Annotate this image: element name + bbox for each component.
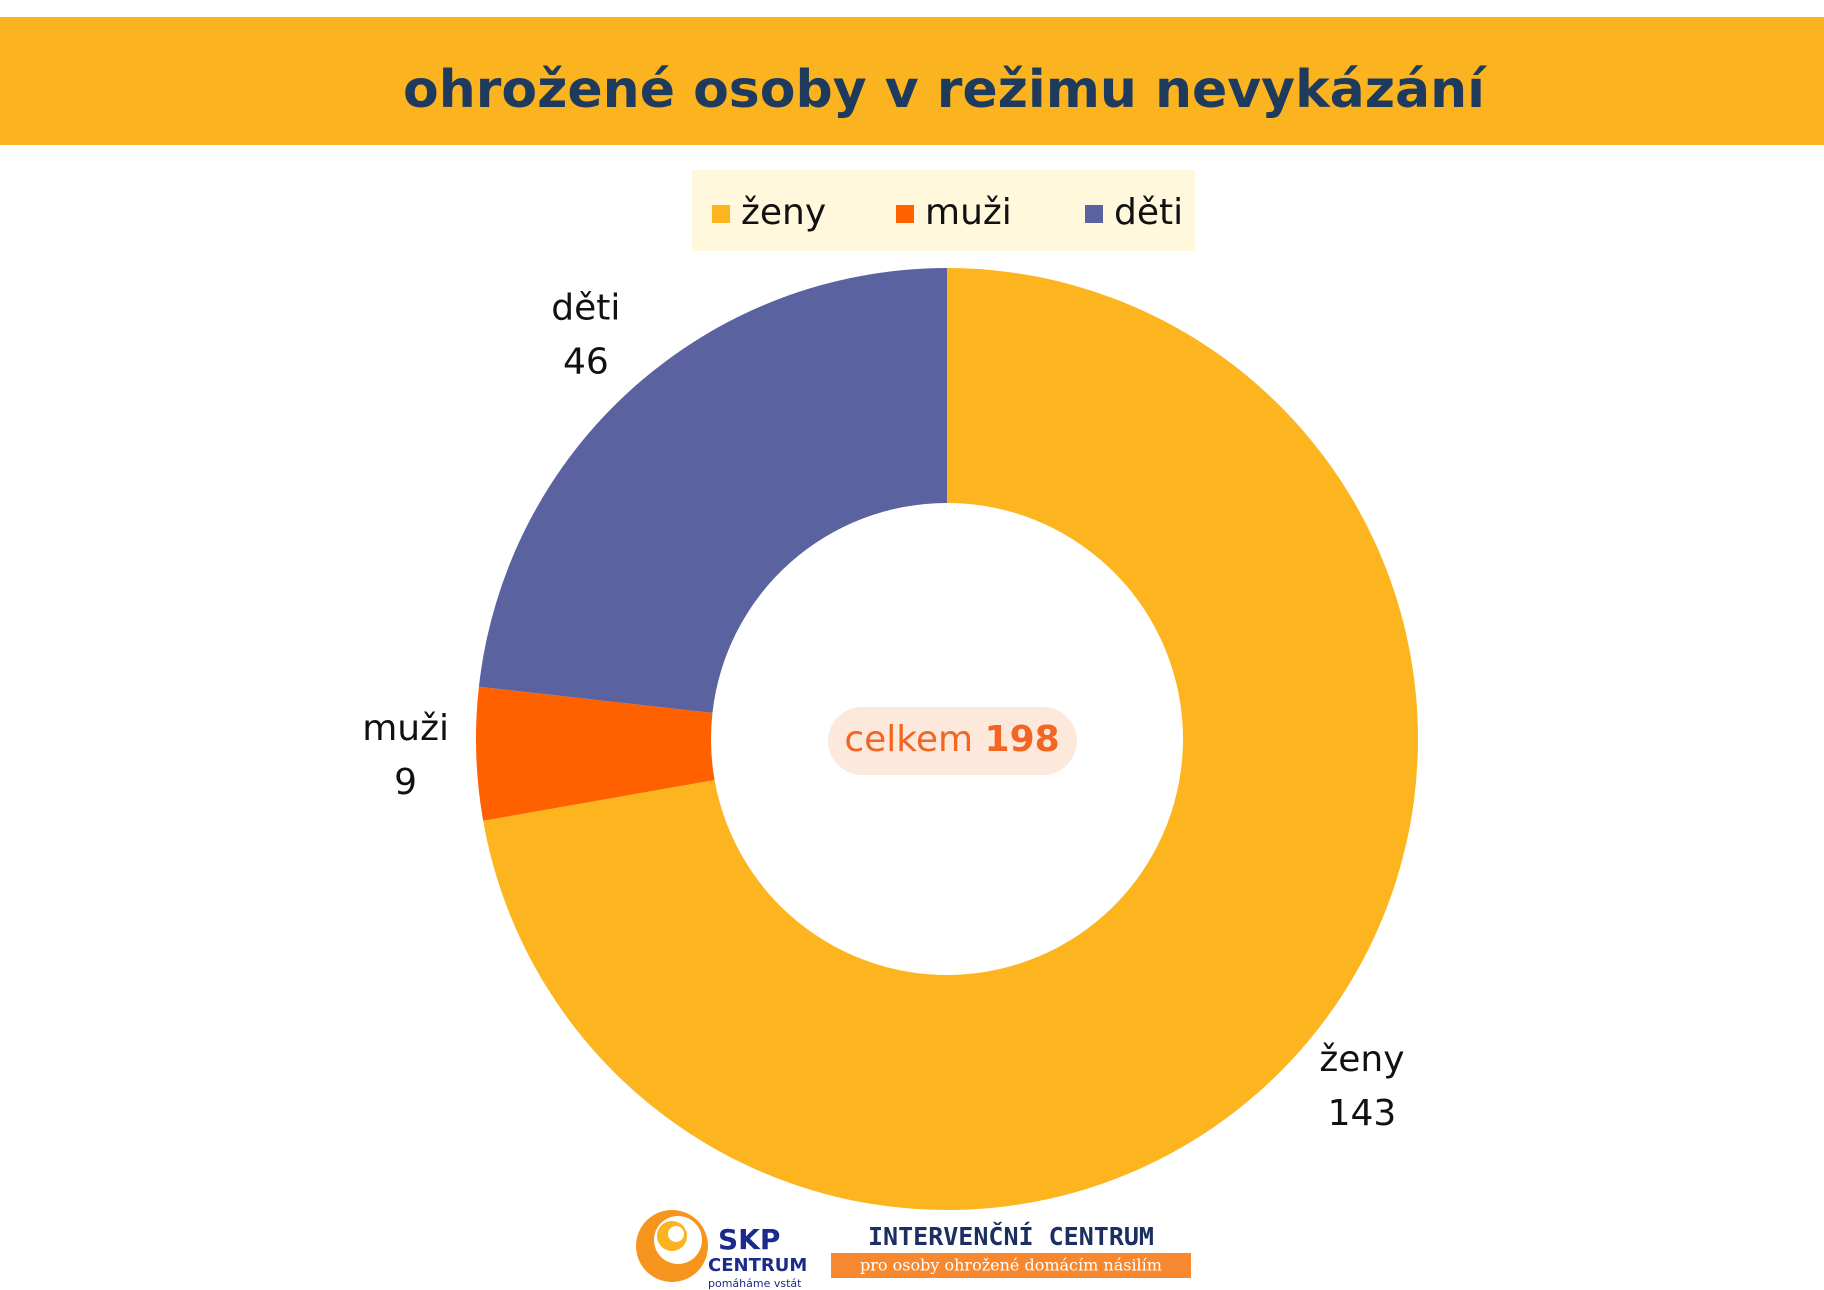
slice-value: 9 xyxy=(394,762,417,803)
donut xyxy=(476,268,1419,1211)
logo-name: INTERVENČNÍ CENTRUM xyxy=(868,1221,1154,1251)
slice xyxy=(478,268,947,713)
center-pill xyxy=(828,707,1077,775)
center-value: 198 xyxy=(985,719,1060,760)
legend-label: muži xyxy=(925,192,1012,233)
chart-title: ohrožené osoby v režimu nevykázání xyxy=(403,60,1488,120)
legend-marker xyxy=(896,205,914,223)
slice-label: děti xyxy=(551,287,620,328)
logo-band xyxy=(831,1253,1191,1278)
legend: ženy muži děti xyxy=(712,192,1183,233)
legend-marker xyxy=(712,205,730,223)
center-text: celkem xyxy=(844,719,973,760)
slice xyxy=(476,686,715,821)
data-labels: ženy 143 muži 9 děti 46 xyxy=(362,287,1404,1134)
legend-label: ženy xyxy=(741,192,826,233)
slice-value: 46 xyxy=(563,341,609,382)
center-label: celkem 198 xyxy=(844,719,1059,760)
logo-sub: pro osoby ohrožené domácím násilím xyxy=(860,1256,1162,1275)
legend-marker xyxy=(1085,205,1103,223)
slice-label: ženy xyxy=(1319,1039,1404,1080)
logo-name: SKP xyxy=(718,1223,780,1256)
logo-slogan: pomáháme vstát xyxy=(708,1277,802,1290)
slice-label: muži xyxy=(362,708,449,749)
slice-value: 143 xyxy=(1328,1093,1397,1134)
legend-box xyxy=(692,170,1195,251)
slice xyxy=(483,268,1419,1211)
footer: SKP CENTRUM pomáháme vstát INTERVENČNÍ C… xyxy=(636,1210,1191,1290)
legend-label: děti xyxy=(1114,192,1183,233)
logo-swirl xyxy=(668,1226,684,1242)
header-band xyxy=(0,17,1824,145)
logo-sub: CENTRUM xyxy=(708,1255,807,1276)
